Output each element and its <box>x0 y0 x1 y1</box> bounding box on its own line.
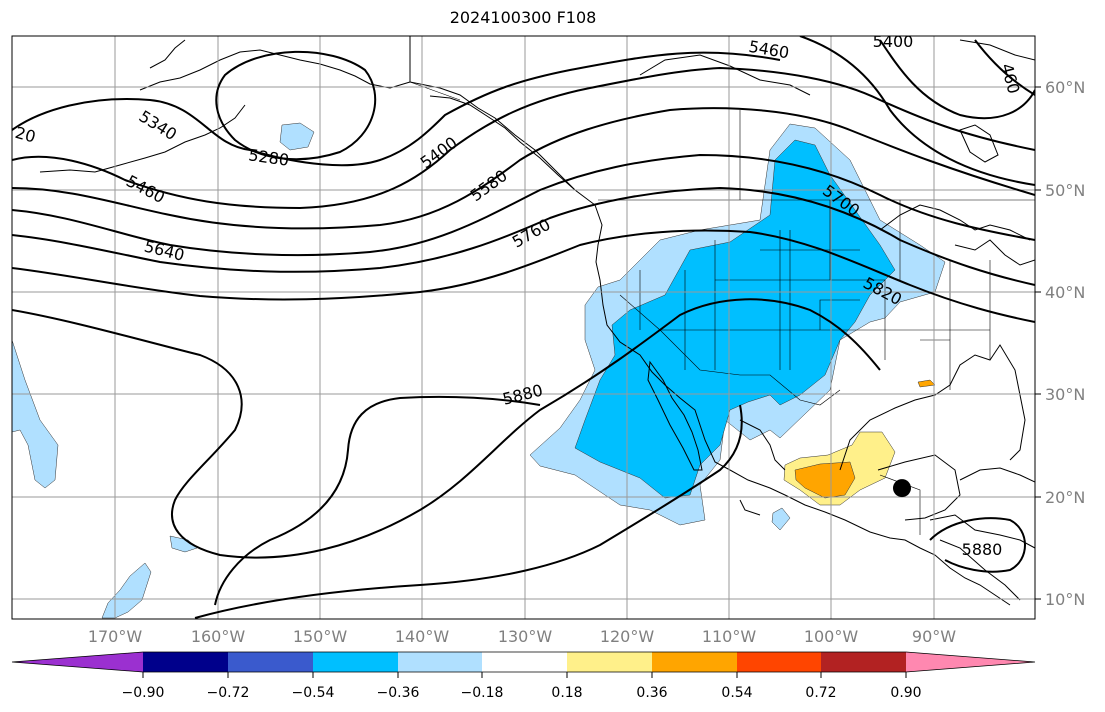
colorbar-tick-label: −0.54 <box>292 685 335 701</box>
colorbar-tick-label: −0.36 <box>377 685 420 701</box>
lat-tick: 10°N <box>1045 590 1085 609</box>
lon-tick: 100°W <box>804 627 859 646</box>
map-area: 5460 5400 5340 5280 5460 5640 5400 5580 … <box>12 32 1035 619</box>
colorbar-tick-label: −0.18 <box>461 685 504 701</box>
colorbar-extend-high <box>906 652 1035 672</box>
height-contours <box>12 36 1035 619</box>
lon-tick: 160°W <box>191 627 246 646</box>
lon-tick: 170°W <box>88 627 143 646</box>
colorbar-segment <box>821 652 906 672</box>
colorbar-segment <box>567 652 652 672</box>
colorbar: −0.90 −0.72 −0.54 −0.36 −0.18 0.18 0.36 … <box>11 651 1036 701</box>
colorbar-tick-label: 0.54 <box>721 685 752 701</box>
colorbar-ticks: −0.90 −0.72 −0.54 −0.36 −0.18 0.18 0.36 … <box>122 672 922 701</box>
lat-tick: 60°N <box>1045 78 1085 97</box>
colorbar-segment <box>482 652 567 672</box>
colorbar-tick-label: 0.36 <box>636 685 667 701</box>
colorbar-tick-label: 0.18 <box>551 685 582 701</box>
lat-tick: 30°N <box>1045 385 1085 404</box>
colorbar-segment <box>228 652 313 672</box>
lon-tick: 150°W <box>293 627 348 646</box>
lon-tick: 120°W <box>600 627 655 646</box>
colorbar-tick-label: 0.90 <box>890 685 921 701</box>
coastlines <box>39 36 1035 606</box>
lon-tick: 130°W <box>498 627 553 646</box>
contour-label: 5880 <box>962 540 1003 559</box>
colorbar-tick-label: 0.72 <box>805 685 836 701</box>
lon-tick: 90°W <box>912 627 956 646</box>
colorbar-segment <box>313 652 398 672</box>
positive-field <box>783 379 936 506</box>
contour-label: 20 <box>13 123 38 147</box>
map-title: 2024100300 F108 <box>449 8 597 27</box>
gridlines <box>12 36 1035 619</box>
lat-tick: 50°N <box>1045 181 1085 200</box>
negative-medium-field <box>574 139 896 499</box>
lat-tick-labels: 60°N 50°N 40°N 30°N 20°N 10°N <box>1035 78 1085 609</box>
lat-tick: 20°N <box>1045 488 1085 507</box>
colorbar-tick-label: −0.72 <box>207 685 250 701</box>
contour-label: 5400 <box>873 32 914 51</box>
location-marker <box>893 479 911 498</box>
colorbar-extend-low <box>12 652 143 672</box>
colorbar-segment <box>737 652 821 672</box>
colorbar-segment <box>143 652 228 672</box>
lon-tick: 110°W <box>702 627 757 646</box>
lon-tick-labels: 170°W 160°W 150°W 140°W 130°W 120°W 110°… <box>88 627 956 646</box>
lon-tick: 140°W <box>395 627 450 646</box>
colorbar-segment <box>398 652 482 672</box>
colorbar-segment <box>652 652 737 672</box>
lat-tick: 40°N <box>1045 283 1085 302</box>
map-frame <box>11 35 1036 620</box>
colorbar-tick-label: −0.90 <box>122 685 165 701</box>
